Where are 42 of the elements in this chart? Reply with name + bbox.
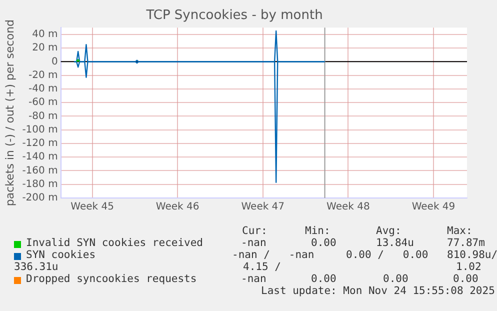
text: -nan: [241, 273, 266, 285]
y-tick-label: -140 m: [22, 152, 58, 163]
text: 810.98u/: [447, 249, 497, 261]
x-tick-label: Week 47: [241, 202, 285, 213]
text: 1.02: [456, 261, 482, 273]
y-tick-label: -180 m: [22, 178, 58, 190]
y-tick-label: -200 m: [22, 192, 58, 204]
text: Max:: [447, 225, 472, 237]
y-tick-label: 20 m: [32, 42, 58, 54]
x-tick-label: Week 45: [70, 202, 114, 213]
text: 0.00: [311, 273, 336, 285]
text: Min:: [305, 225, 330, 237]
x-tick-label: Week 48: [326, 202, 370, 213]
chart-title: TCP Syncookies - by month: [145, 8, 323, 24]
y-tick-label: -120 m: [22, 138, 58, 150]
y-tick-label: 40 m: [32, 29, 58, 40]
text: Last update: Mon Nov 24 15:55:08 2025: [261, 285, 495, 297]
x-tick-label: Week 49: [412, 202, 456, 213]
text: Avg:: [376, 225, 402, 237]
text: 0.00 / 0.00: [346, 249, 428, 261]
text: Cur:: [242, 225, 268, 237]
text: 0.00: [453, 273, 478, 285]
y-tick-label: 0: [51, 56, 58, 68]
text: 4.15 /: [243, 261, 281, 273]
y-tick-label: -40 m: [28, 84, 58, 95]
text: -nan: [241, 237, 266, 249]
text: 77.87m: [447, 237, 485, 249]
text: -nan / -nan: [232, 249, 314, 261]
y-tick-label: -100 m: [22, 124, 58, 136]
text: 0.00: [311, 237, 336, 249]
legend-label: Invalid SYN cookies received: [26, 237, 204, 249]
y-axis-title: packets in (-) / out (+) per second: [3, 19, 16, 206]
y-tick-label: -80 m: [28, 110, 58, 122]
text: 336.31u: [14, 261, 58, 273]
y-tick-label: -160 m: [22, 165, 58, 176]
x-tick-label: Week 46: [156, 202, 200, 213]
text: 13.84u: [376, 237, 414, 249]
y-tick-label: -20 m: [28, 70, 58, 81]
legend-label: Dropped syncookies requests: [26, 273, 197, 285]
legend-label: SYN cookies: [26, 249, 96, 261]
y-tick-label: -60 m: [28, 97, 58, 108]
text: 0.00: [383, 273, 408, 285]
